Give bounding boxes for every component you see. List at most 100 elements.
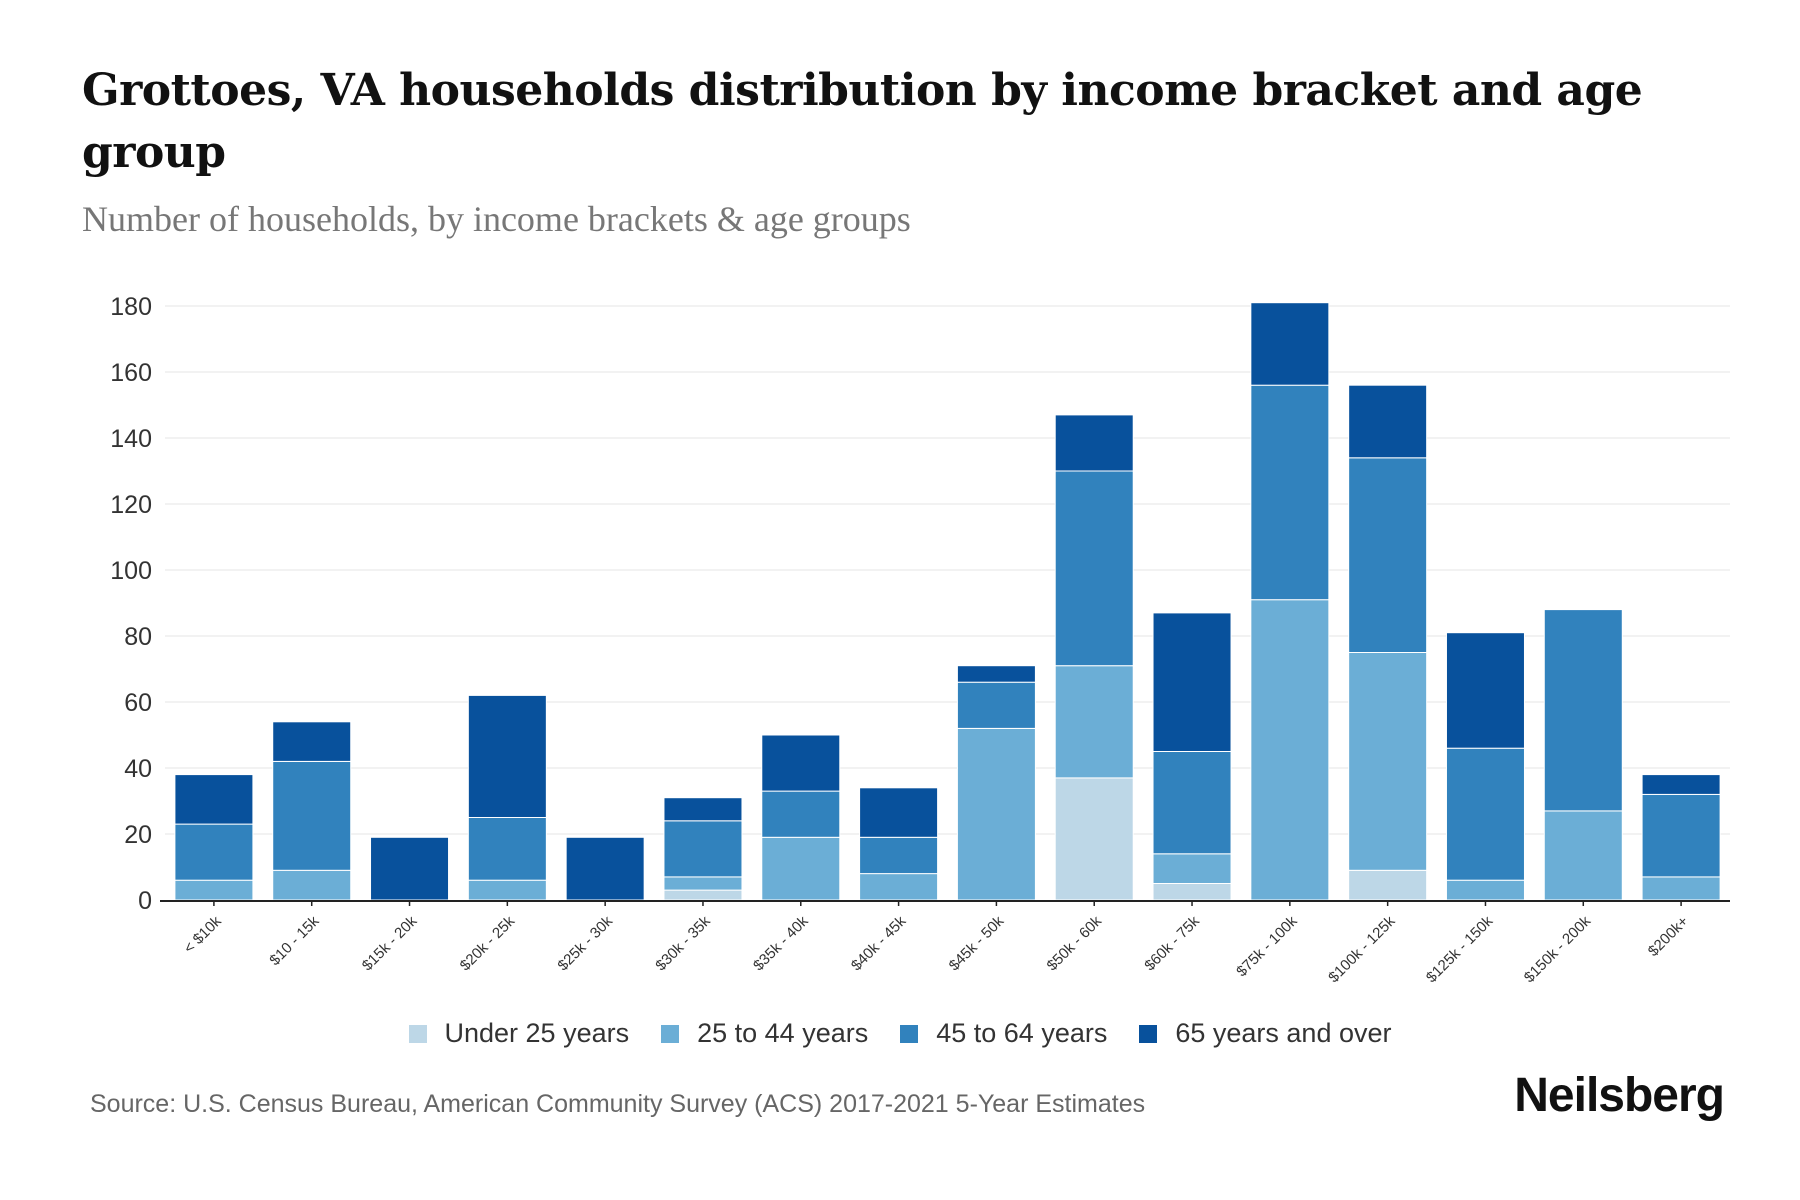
x-tick-label: $200k+ [1645, 913, 1692, 960]
legend-label: 65 years and over [1175, 1018, 1392, 1048]
x-tick-label: $40k - 45k [848, 912, 910, 974]
bar-segment [956, 727, 1036, 901]
bar-segment [565, 836, 645, 901]
bar-segment [1250, 384, 1330, 601]
bar-segment [1641, 774, 1721, 795]
bars [174, 302, 1721, 901]
bar-stack [1543, 609, 1623, 901]
y-tick-label: 80 [124, 623, 152, 651]
bar-stack [1641, 774, 1721, 901]
bar-stack [1152, 612, 1232, 901]
bar-segment [956, 665, 1036, 683]
x-tick-label: $20k - 25k [457, 912, 519, 974]
bar-segment [174, 879, 254, 901]
y-tick-label: 40 [124, 755, 152, 783]
bar-segment [174, 823, 254, 881]
bar-segment [1054, 665, 1134, 779]
bar-segment [370, 836, 450, 901]
bar-segment [467, 817, 547, 881]
x-tick-label: $75k - 100k [1233, 912, 1301, 980]
x-tick-label: $45k - 50k [946, 912, 1008, 974]
bar-segment [1250, 302, 1330, 386]
bar-stack [859, 787, 939, 901]
x-tick-label: $60k - 75k [1141, 912, 1203, 974]
legend-label: 25 to 44 years [697, 1018, 869, 1048]
bar-stack [272, 721, 352, 901]
y-tick-label: 0 [138, 887, 152, 915]
x-tick-label: $35k - 40k [750, 912, 812, 974]
source-note: Source: U.S. Census Bureau, American Com… [90, 1090, 1146, 1118]
bar-segment [1348, 652, 1428, 871]
y-tick-label: 180 [110, 293, 152, 321]
bar-segment [1543, 609, 1623, 812]
bar-segment [761, 790, 841, 838]
x-tick-label: $125k - 150k [1423, 912, 1497, 986]
bar-segment [663, 797, 743, 822]
bar-segment [761, 734, 841, 792]
y-tick-label: 160 [110, 359, 152, 387]
bar-segment [761, 836, 841, 901]
bar-stack [1445, 632, 1525, 901]
brand-logo: Neilsberg [1514, 1069, 1725, 1122]
bar-segment [272, 869, 352, 901]
bar-stack [761, 734, 841, 901]
y-axis-ticks: 0 20 40 60 80 100 120 140 160 180 [110, 293, 152, 915]
x-tick-label: $30k - 35k [652, 912, 714, 974]
y-tick-label: 120 [110, 491, 152, 519]
bar-segment [272, 721, 352, 762]
bar-segment [1054, 470, 1134, 667]
bar-segment [1348, 384, 1428, 459]
bar-segment [859, 873, 939, 901]
bar-stack [370, 836, 450, 901]
x-tick-label: $150k - 200k [1521, 912, 1595, 986]
legend-swatch [661, 1024, 680, 1043]
bar-segment [1348, 869, 1428, 901]
x-tick-label: $10 - 15k [266, 912, 323, 969]
bar-segment [1641, 876, 1721, 901]
bar-segment [1250, 599, 1330, 901]
legend-item: Under 25 years [408, 1018, 630, 1049]
legend-swatch [900, 1024, 919, 1043]
bar-segment [663, 876, 743, 891]
bar-stack [565, 836, 645, 901]
bar-stack [956, 665, 1036, 901]
legend-label: Under 25 years [444, 1018, 630, 1048]
legend-item: 45 to 64 years [900, 1018, 1107, 1049]
legend-label: 45 to 64 years [936, 1018, 1108, 1048]
bar-segment [1054, 414, 1134, 472]
legend-swatch [1139, 1024, 1158, 1043]
legend-swatch [408, 1024, 427, 1043]
bar-segment [1054, 777, 1134, 901]
x-tick-label: $25k - 30k [554, 912, 616, 974]
bar-segment [1445, 879, 1525, 901]
bar-segment [467, 694, 547, 819]
bar-stack [663, 797, 743, 901]
bar-stack [1348, 384, 1428, 901]
chart-title: Grottoes, VA households distribution by … [82, 65, 1643, 178]
bar-segment [1152, 883, 1232, 901]
y-tick-label: 140 [110, 425, 152, 453]
bar-segment [467, 879, 547, 901]
x-tick-label: < $10k [181, 912, 226, 957]
legend-item: 65 years and over [1139, 1018, 1392, 1049]
bar-stack [467, 694, 547, 901]
bar-segment [663, 820, 743, 878]
legend: Under 25 years 25 to 44 years 45 to 64 yea… [0, 1018, 1800, 1049]
chart-subtitle: Number of households, by income brackets… [82, 199, 911, 239]
legend-item: 25 to 44 years [661, 1018, 868, 1049]
bar-segment [1641, 793, 1721, 878]
x-axis-ticks: < $10k $10 - 15k $15k - 20k $20k - 25k $25k … [181, 901, 1692, 986]
y-tick-label: 60 [124, 689, 152, 717]
bar-segment [1152, 751, 1232, 855]
bar-segment [956, 681, 1036, 729]
bar-segment [663, 889, 743, 901]
bar-segment [1445, 632, 1525, 749]
bar-segment [174, 774, 254, 825]
bar-segment [1152, 612, 1232, 753]
stacked-bar-chart: 0 20 40 60 80 100 120 140 160 180 < $10k $10 - 15k… [110, 293, 1730, 986]
bar-segment [859, 836, 939, 875]
y-tick-label: 20 [124, 821, 152, 849]
bar-segment [1152, 853, 1232, 884]
bar-segment [1543, 810, 1623, 901]
bar-stack [174, 774, 254, 901]
